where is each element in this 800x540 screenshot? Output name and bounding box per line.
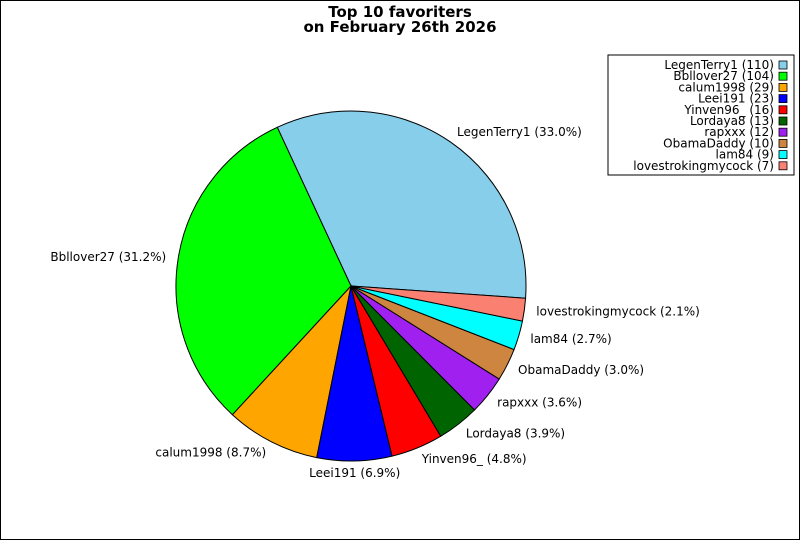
legend-label-lordaya8: Lordaya8 (13) <box>690 114 774 128</box>
legend-label-leei191: Leei191 (23) <box>698 92 774 106</box>
legend-label-lovestrokingmycock: lovestrokingmycock (7) <box>633 159 774 173</box>
legend: LegenTerry1 (110)Bbllover27 (104)calum19… <box>607 54 795 176</box>
pie-slice-calum1998 <box>231 284 352 459</box>
legend-swatch-legenterry1 <box>778 60 788 70</box>
slice-label-bbllover27: Bbllover27 (31.2%) <box>50 250 166 264</box>
legend-swatch-lordaya8 <box>778 116 788 126</box>
chart-title-line-1: Top 10 favoriters <box>328 3 472 21</box>
slice-label-lordaya8: Lordaya8 (3.9%) <box>466 427 565 441</box>
legend-swatch-rapxxx <box>778 127 788 137</box>
legend-swatch-bbllover27 <box>778 71 788 81</box>
legend-swatch-obamadaddy <box>778 138 788 148</box>
legend-label-yinven96: Yinven96_ (16) <box>683 103 774 117</box>
pie-slice-bbllover27 <box>175 126 352 416</box>
legend-label-rapxxx: rapxxx (12) <box>704 125 774 139</box>
legend-label-calum1998: calum1998 (29) <box>678 80 774 94</box>
legend-label-bbllover27: Bbllover27 (104) <box>673 69 774 83</box>
legend-swatch-lovestrokingmycock <box>778 161 788 171</box>
slice-label-lam84: lam84 (2.7%) <box>530 332 611 346</box>
slice-label-leei191: Leei191 (6.9%) <box>309 466 400 480</box>
legend-swatch-lam84 <box>778 150 788 160</box>
legend-label-lam84: lam84 (9) <box>716 148 774 162</box>
pie-slice-legenterry1 <box>276 110 527 299</box>
slice-label-lovestrokingmycock: lovestrokingmycock (2.1%) <box>536 304 700 318</box>
legend-swatch-leei191 <box>778 94 788 103</box>
slice-label-yinven96: Yinven96_ (4.8%) <box>421 452 527 466</box>
pie-slices <box>175 110 527 462</box>
legend-swatch-yinven96 <box>778 105 788 115</box>
chart-title-line-2: on February 26th 2026 <box>303 18 496 36</box>
legend-label-legenterry1: LegenTerry1 (110) <box>664 58 774 72</box>
slice-label-calum1998: calum1998 (8.7%) <box>155 446 266 460</box>
slice-label-obamadaddy: ObamaDaddy (3.0%) <box>518 363 644 377</box>
pie-slice-lovestrokingmycock <box>350 285 527 322</box>
legend-label-obamadaddy: ObamaDaddy (10) <box>663 136 774 150</box>
slice-label-legenterry1: LegenTerry1 (33.0%) <box>457 125 582 139</box>
legend-box <box>607 54 795 176</box>
slice-label-rapxxx: rapxxx (3.6%) <box>497 396 582 410</box>
slice-labels: LegenTerry1 (33.0%) Bbllover27 (31.2%) cal… <box>50 125 699 480</box>
legend-swatch-calum1998 <box>778 83 788 92</box>
